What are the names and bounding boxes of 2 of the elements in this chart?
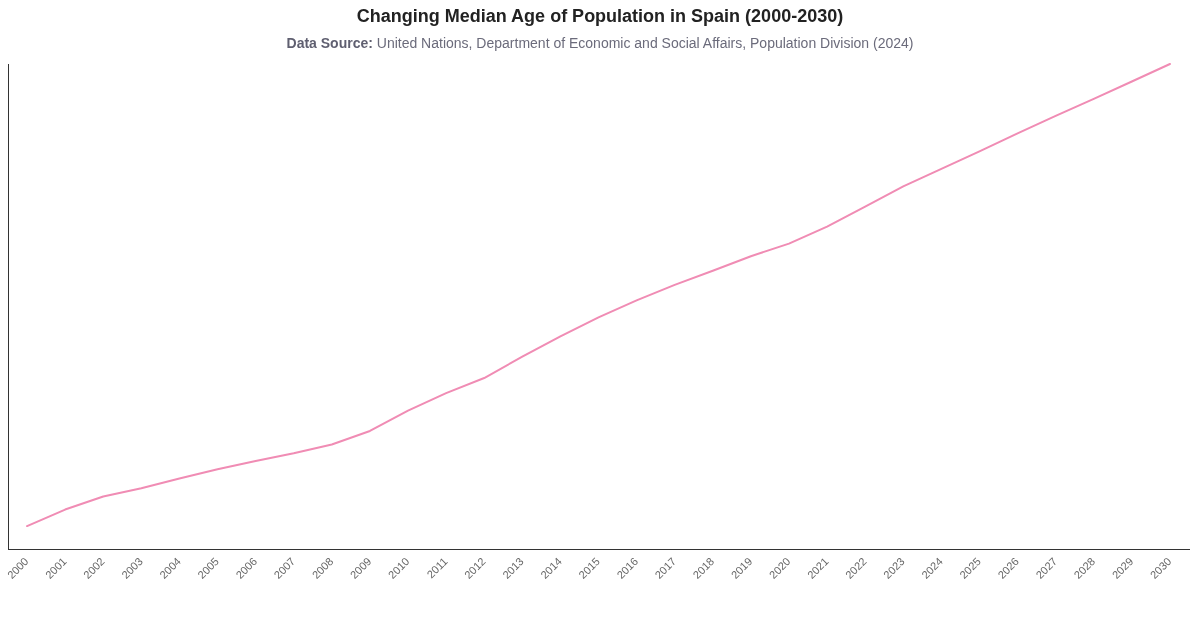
chart-subtitle: Data Source: United Nations, Department of Economic and Social Affairs, Population Division (2024)	[286, 35, 914, 51]
chart-title: Changing Median Age of Population in Spain (2000-2030)	[355, 6, 845, 27]
